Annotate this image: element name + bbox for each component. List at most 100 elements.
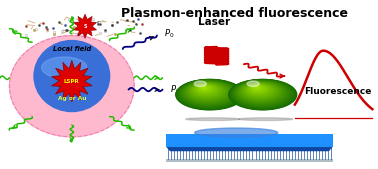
Ellipse shape [186, 118, 240, 120]
Circle shape [190, 83, 223, 98]
Circle shape [178, 80, 240, 108]
Circle shape [203, 87, 205, 88]
Circle shape [254, 86, 260, 89]
Circle shape [235, 81, 287, 104]
Circle shape [243, 83, 277, 99]
Circle shape [201, 87, 207, 89]
Circle shape [247, 84, 270, 95]
Circle shape [185, 82, 231, 103]
Circle shape [186, 82, 229, 101]
Circle shape [232, 80, 292, 107]
Circle shape [194, 84, 218, 95]
Circle shape [194, 84, 217, 95]
Circle shape [249, 85, 268, 93]
Text: Ag or Au: Ag or Au [57, 95, 86, 101]
Text: Fluorescence: Fluorescence [305, 87, 372, 96]
Circle shape [181, 81, 237, 106]
Circle shape [198, 86, 212, 92]
Circle shape [253, 86, 262, 90]
Circle shape [255, 87, 259, 89]
Text: $\mathit{P}_0$: $\mathit{P}_0$ [170, 83, 180, 96]
Circle shape [183, 81, 234, 104]
Circle shape [202, 87, 206, 89]
Circle shape [187, 83, 227, 100]
Polygon shape [166, 134, 333, 147]
Circle shape [251, 86, 265, 92]
Circle shape [248, 85, 269, 94]
Circle shape [238, 82, 284, 103]
Circle shape [199, 86, 210, 91]
Circle shape [197, 85, 214, 93]
Circle shape [235, 81, 288, 105]
Circle shape [239, 82, 282, 101]
Circle shape [192, 84, 220, 96]
Circle shape [178, 80, 241, 108]
Circle shape [182, 81, 235, 105]
Ellipse shape [34, 41, 110, 112]
Circle shape [176, 79, 244, 110]
Circle shape [191, 84, 222, 97]
Circle shape [190, 83, 224, 99]
Circle shape [195, 85, 217, 94]
Polygon shape [166, 159, 333, 162]
Circle shape [240, 82, 281, 101]
Circle shape [183, 81, 233, 104]
Circle shape [247, 81, 259, 87]
Circle shape [200, 86, 209, 90]
Circle shape [239, 82, 282, 102]
Circle shape [194, 81, 206, 87]
Circle shape [244, 84, 275, 98]
Circle shape [229, 79, 297, 110]
Circle shape [185, 82, 230, 102]
Circle shape [234, 81, 290, 106]
Circle shape [243, 83, 276, 98]
Circle shape [231, 80, 293, 108]
Circle shape [242, 83, 277, 99]
Circle shape [196, 85, 215, 93]
Circle shape [244, 84, 274, 97]
Circle shape [203, 87, 204, 88]
Circle shape [179, 80, 239, 107]
Circle shape [252, 86, 263, 91]
Circle shape [245, 84, 273, 97]
Circle shape [184, 82, 232, 103]
Circle shape [195, 85, 216, 94]
Circle shape [187, 82, 228, 101]
Circle shape [177, 80, 242, 108]
Circle shape [231, 80, 294, 108]
Circle shape [254, 87, 260, 89]
Circle shape [230, 80, 294, 108]
Polygon shape [51, 60, 92, 102]
Text: LSPR: LSPR [64, 79, 80, 84]
Circle shape [191, 84, 222, 98]
Circle shape [230, 80, 295, 109]
Ellipse shape [9, 35, 134, 137]
Circle shape [184, 82, 232, 103]
Circle shape [246, 84, 272, 96]
Circle shape [180, 81, 237, 106]
Circle shape [245, 84, 273, 96]
Circle shape [240, 83, 280, 100]
Circle shape [256, 87, 257, 88]
Circle shape [251, 86, 265, 92]
Circle shape [250, 85, 266, 93]
Circle shape [189, 83, 225, 99]
Circle shape [237, 82, 285, 103]
Polygon shape [166, 147, 333, 151]
Circle shape [201, 86, 208, 89]
Circle shape [198, 86, 212, 92]
Circle shape [233, 81, 290, 106]
Circle shape [246, 84, 271, 95]
Circle shape [189, 83, 225, 99]
Circle shape [248, 85, 270, 94]
Circle shape [229, 80, 296, 109]
Circle shape [241, 83, 279, 100]
Text: Laser: Laser [198, 17, 229, 27]
Circle shape [186, 82, 229, 102]
Circle shape [232, 80, 291, 107]
Circle shape [252, 86, 264, 91]
Text: Local field: Local field [53, 46, 91, 52]
Ellipse shape [239, 118, 293, 120]
Circle shape [193, 84, 219, 96]
Circle shape [256, 87, 258, 88]
